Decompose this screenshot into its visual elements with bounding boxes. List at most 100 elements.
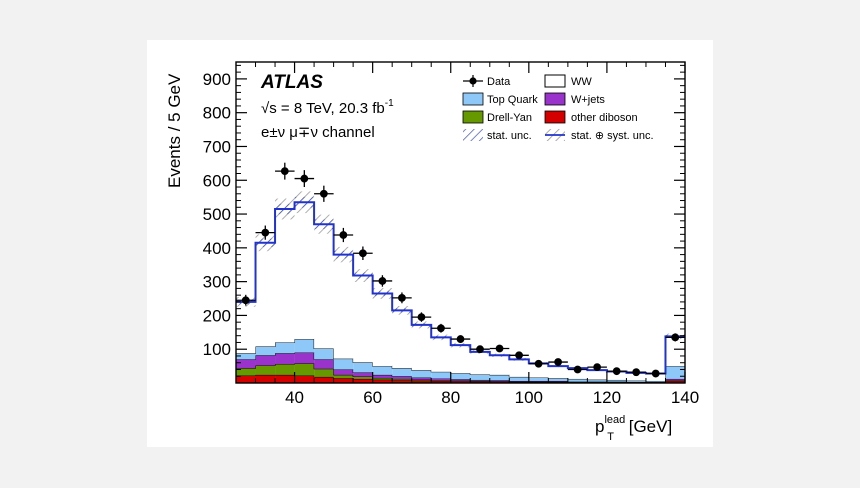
data-point [645,369,666,378]
legend-entry-wjets: W+jets [544,92,605,106]
bar-drell-yan [333,374,354,379]
data-point [548,358,568,366]
bar-top-quark [645,380,666,382]
legend: Data WW Top Quark W+jets Drell-Yan other… [462,74,654,142]
bar-ww [470,351,490,375]
y-tick-label: 400 [203,239,231,258]
bar-top-quark [255,346,276,356]
bar-ww [431,337,451,372]
bar-drell-yan [411,379,432,381]
data-point [333,227,354,243]
bar-top-quark [587,379,607,382]
x-tick-label: 100 [515,388,543,407]
bar-ww [255,242,276,347]
data-marker [280,167,289,176]
bar-ww [528,363,549,378]
bar-top-quark [470,374,490,380]
data-marker [671,333,680,342]
data-point [411,312,432,322]
bar-w-jets [392,376,412,379]
y-tick-label: 900 [203,70,231,89]
data-marker [632,368,641,377]
bar-w-jets [275,353,295,365]
data-point [489,344,510,353]
bar-drell-yan [372,377,393,380]
chart: 100 200 300 400 500 600 700 800 900 40 60 80 100 120 1… [165,61,699,443]
x-axis-title-superscript: lead [604,414,625,426]
legend-entry-stat-syst-unc: stat. ⊕ syst. unc. [545,129,654,142]
data-marker [241,296,250,305]
bar-ww [294,202,315,340]
bar-drell-yan [392,378,412,381]
bar-other-diboson [314,376,334,383]
x-tick-label: 60 [363,388,382,407]
bar-top-quark [314,348,334,360]
bar-ww [372,293,393,367]
bar-top-quark [236,353,256,360]
bar-ww [626,372,646,381]
bar-w-jets [665,378,685,381]
data-marker [398,293,406,302]
bar-top-quark [431,371,451,379]
data-point [372,275,393,287]
legend-entry-stat-unc: stat. unc. [463,129,532,142]
bar-ww [665,336,685,367]
data-point [255,225,276,240]
bar-ww [333,254,354,359]
x-axis-title-main: p [595,417,604,436]
x-tick-label: 120 [593,388,621,407]
data-point [314,185,334,202]
channel-label: e±ν μ∓ν channel [261,124,375,141]
data-point [509,351,529,360]
x-axis-title-unit: [GeV] [624,417,672,436]
bar-other-diboson [275,374,295,383]
legend-entry-ww: WW [544,74,592,88]
bar-top-quark [294,339,315,353]
bar-ww [411,324,432,371]
bar-ww [509,359,529,377]
bar-w-jets [450,379,471,381]
bar-ww [587,370,607,380]
bar-w-jets [314,359,334,369]
legend-label-drell-yan: Drell-Yan [487,112,532,124]
legend-label-other-diboson: other diboson [571,112,638,124]
y-tick-label: 300 [203,273,231,292]
bar-drell-yan [353,376,373,379]
data-point [294,170,315,188]
bar-w-jets [489,380,510,382]
bar-top-quark [567,378,588,382]
energy-label: √s = 8 TeV, 20.3 fb-1 [261,98,394,117]
bar-other-diboson [353,378,373,383]
data-marker [378,277,387,285]
data-marker [339,231,348,239]
legend-entry-top-quark: Top Quark [462,92,538,106]
stacked-histogram [236,201,685,383]
bar-top-quark [353,362,373,373]
legend-entry-data: Data [463,75,511,88]
energy-text: √s = 8 TeV, 20.3 fb [261,100,385,117]
data-marker [515,351,523,360]
data-point [353,246,373,261]
bar-top-quark [509,376,529,381]
plot-frame [235,61,686,384]
data-marker [612,367,621,376]
bar-ww [392,310,412,369]
data-point [470,345,490,354]
legend-entry-other-diboson: other diboson [544,110,638,124]
bar-top-quark [528,377,549,381]
bar-ww [275,208,295,343]
bar-ww [353,275,373,363]
bar-other-diboson [450,381,471,383]
bar-drell-yan [314,368,334,377]
bar-top-quark [606,379,627,382]
y-axis-title: Events / 5 GeV [165,73,184,188]
bar-other-diboson [411,380,432,383]
y-tick-label: 100 [203,340,231,359]
data-point [392,292,412,304]
legend-entry-drell-yan: Drell-Yan [462,110,532,124]
data-marker [593,363,602,372]
bar-ww [314,224,334,349]
legend-label-top-quark: Top Quark [487,94,538,106]
bar-top-quark [626,380,646,382]
bar-other-diboson [333,378,354,383]
